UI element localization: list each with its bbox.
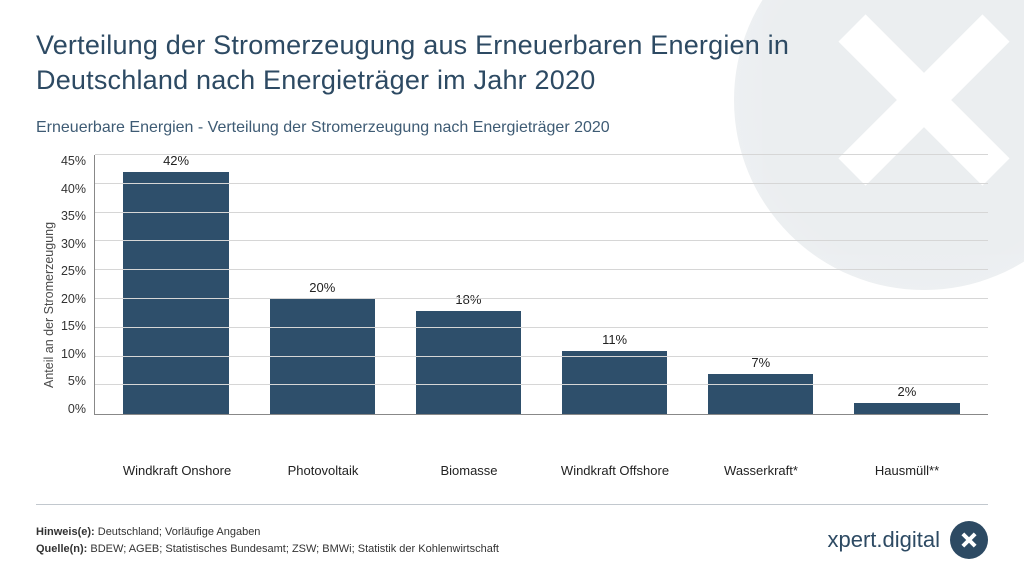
grid-line: [95, 384, 988, 385]
bar-value-label: 2%: [898, 384, 917, 399]
y-axis-label: Anteil an der Stromerzeugung: [36, 155, 56, 455]
grid-line: [95, 240, 988, 241]
y-tick: 10%: [61, 348, 86, 361]
grid-line: [95, 212, 988, 213]
bar: [562, 351, 667, 414]
y-tick: 35%: [61, 210, 86, 223]
bar-slot: 7%: [688, 155, 834, 414]
x-tick-label: Photovoltaik: [250, 463, 396, 478]
bar-value-label: 7%: [751, 355, 770, 370]
plot-area: 42% 20% 18% 11% 7% 2%: [94, 155, 988, 415]
y-tick: 25%: [61, 265, 86, 278]
y-tick: 20%: [61, 293, 86, 306]
bar-value-label: 20%: [309, 280, 335, 295]
y-tick: 5%: [68, 375, 86, 388]
grid-line: [95, 356, 988, 357]
x-tick-label: Windkraft Offshore: [542, 463, 688, 478]
bar: [123, 172, 228, 414]
bar: [708, 374, 813, 414]
x-tick-label: Windkraft Onshore: [104, 463, 250, 478]
y-tick: 45%: [61, 155, 86, 168]
chart-headline: Verteilung der Stromerzeugung aus Erneue…: [36, 28, 906, 97]
bars-container: 42% 20% 18% 11% 7% 2%: [95, 155, 988, 414]
bar-value-label: 18%: [455, 292, 481, 307]
bar-chart: Anteil an der Stromerzeugung 45% 40% 35%…: [36, 155, 988, 455]
grid-line: [95, 298, 988, 299]
x-tick-label: Hausmüll**: [834, 463, 980, 478]
bar-slot: 20%: [249, 155, 395, 414]
x-axis-labels: Windkraft OnshorePhotovoltaikBiomasseWin…: [96, 463, 988, 478]
bar-value-label: 11%: [602, 332, 627, 347]
bar-slot: 11%: [542, 155, 688, 414]
grid-line: [95, 154, 988, 155]
y-tick: 40%: [61, 183, 86, 196]
bar-slot: 18%: [395, 155, 541, 414]
y-tick: 30%: [61, 238, 86, 251]
x-tick-label: Biomasse: [396, 463, 542, 478]
y-tick: 0%: [68, 403, 86, 416]
grid-line: [95, 327, 988, 328]
y-tick: 15%: [61, 320, 86, 333]
y-axis-ticks: 45% 40% 35% 30% 25% 20% 15% 10% 5% 0%: [56, 155, 94, 415]
bar-value-label: 42%: [163, 153, 189, 168]
bar-slot: 42%: [103, 155, 249, 414]
grid-line: [95, 269, 988, 270]
bar: [854, 403, 959, 415]
grid-line: [95, 183, 988, 184]
chart-subheadline: Erneuerbare Energien - Verteilung der St…: [36, 119, 988, 137]
bar-slot: 2%: [834, 155, 980, 414]
x-tick-label: Wasserkraft*: [688, 463, 834, 478]
